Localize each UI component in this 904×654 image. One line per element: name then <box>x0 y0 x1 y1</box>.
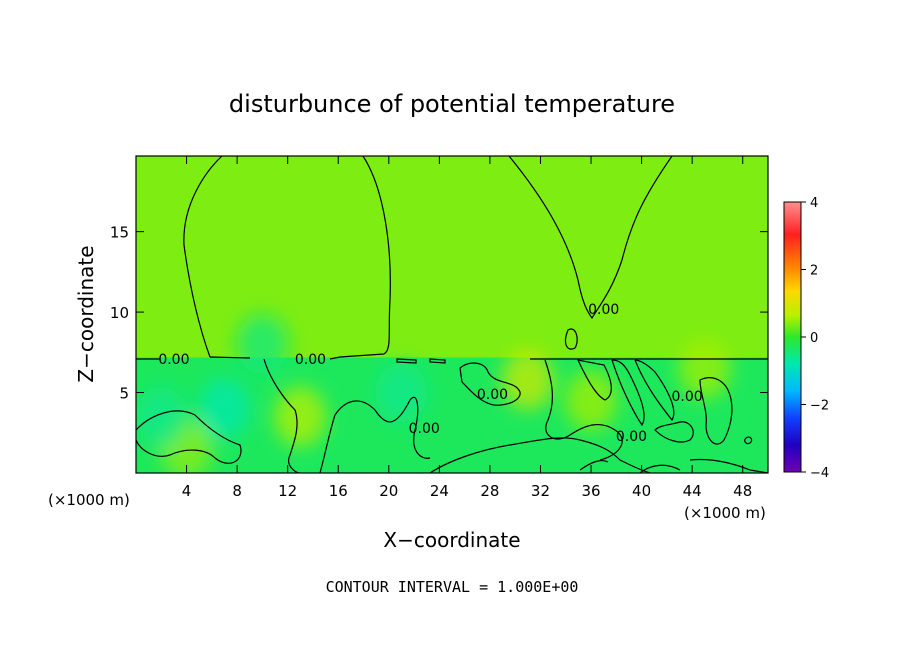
field-layers <box>136 156 768 473</box>
contour-label: 0.00 <box>672 389 703 405</box>
contour-line <box>639 458 768 473</box>
contour-line <box>579 459 609 471</box>
field-patch <box>501 349 554 410</box>
contour-interval-note: CONTOUR INTERVAL = 1.000E+00 <box>326 578 579 596</box>
x-tick-label: 20 <box>379 482 398 500</box>
x-tick-label: 4 <box>182 482 192 500</box>
colorbar: 4 2 0 −2 −4 <box>783 196 829 481</box>
colorbar-gradient <box>783 201 802 473</box>
field-patch <box>678 338 731 399</box>
contour-line <box>263 358 301 473</box>
plot-frame <box>135 155 769 474</box>
contour-line <box>564 328 578 350</box>
contour-line <box>136 156 223 360</box>
colorbar-tick-label: −4 <box>810 466 829 481</box>
contour-line <box>508 156 673 320</box>
contour-label: 0.00 <box>158 352 189 368</box>
chart-title: disturbunce of potential temperature <box>229 90 675 118</box>
contour-label: 0.00 <box>295 352 326 368</box>
contour-line <box>459 362 521 406</box>
field-patch <box>565 370 618 431</box>
colorbar-tick-label: −2 <box>810 399 829 414</box>
contour-label: 0.00 <box>588 302 619 318</box>
x-tick-label: 28 <box>480 482 499 500</box>
upper-field-layer <box>136 156 768 358</box>
x-tick-label: 44 <box>683 482 702 500</box>
field-patch <box>198 378 251 439</box>
x-unit-right: (×1000 m) <box>684 504 766 522</box>
colorbar-tick-label: 0 <box>810 331 818 346</box>
contour-line <box>576 359 612 401</box>
contour-line <box>209 156 391 360</box>
contour-line <box>654 421 694 443</box>
contour-lines <box>136 156 768 473</box>
x-tick-label: 16 <box>329 482 348 500</box>
contour-line <box>699 377 733 445</box>
contour-line <box>319 396 431 473</box>
contour-line <box>544 359 623 461</box>
contour-line <box>136 410 242 464</box>
contour-labels: 0.00 0.00 0.00 0.00 0.00 0.00 0.00 <box>158 302 702 445</box>
y-tick-label: 10 <box>110 304 129 322</box>
y-axis: 5 10 15 <box>110 224 768 403</box>
field-patch <box>375 362 428 423</box>
contour-line <box>396 358 446 364</box>
x-tick-label: 48 <box>733 482 752 500</box>
y-axis-label: Z−coordinate <box>74 245 98 382</box>
x-tick-label: 36 <box>581 482 600 500</box>
contour-line <box>611 359 645 427</box>
x-tick-label: 40 <box>632 482 651 500</box>
colorbar-tick-label: 4 <box>810 196 818 211</box>
plot-area: 0.00 0.00 0.00 0.00 0.00 0.00 0.00 <box>136 156 768 473</box>
field-patch <box>136 386 188 447</box>
x-axis: 4 8 12 16 20 24 28 32 36 40 44 48 <box>182 156 752 500</box>
contour-line <box>429 437 651 473</box>
x-tick-label: 8 <box>232 482 242 500</box>
y-tick-label: 15 <box>110 224 129 242</box>
contour-label: 0.00 <box>409 421 440 437</box>
contour-line <box>744 436 753 445</box>
contour-line <box>634 359 675 422</box>
contour-label: 0.00 <box>616 429 647 445</box>
colorbar-ticks: 4 2 0 −2 −4 <box>801 196 829 481</box>
x-tick-label: 32 <box>531 482 550 500</box>
x-unit-left: (×1000 m) <box>48 491 130 509</box>
x-tick-label: 24 <box>430 482 449 500</box>
x-tick-label: 12 <box>278 482 297 500</box>
colorbar-tick-label: 2 <box>810 264 818 279</box>
field-patches <box>136 314 731 473</box>
y-tick-label: 5 <box>119 385 129 403</box>
field-patch <box>236 314 289 375</box>
contour-label: 0.00 <box>477 387 508 403</box>
x-axis-label: X−coordinate <box>383 528 520 552</box>
